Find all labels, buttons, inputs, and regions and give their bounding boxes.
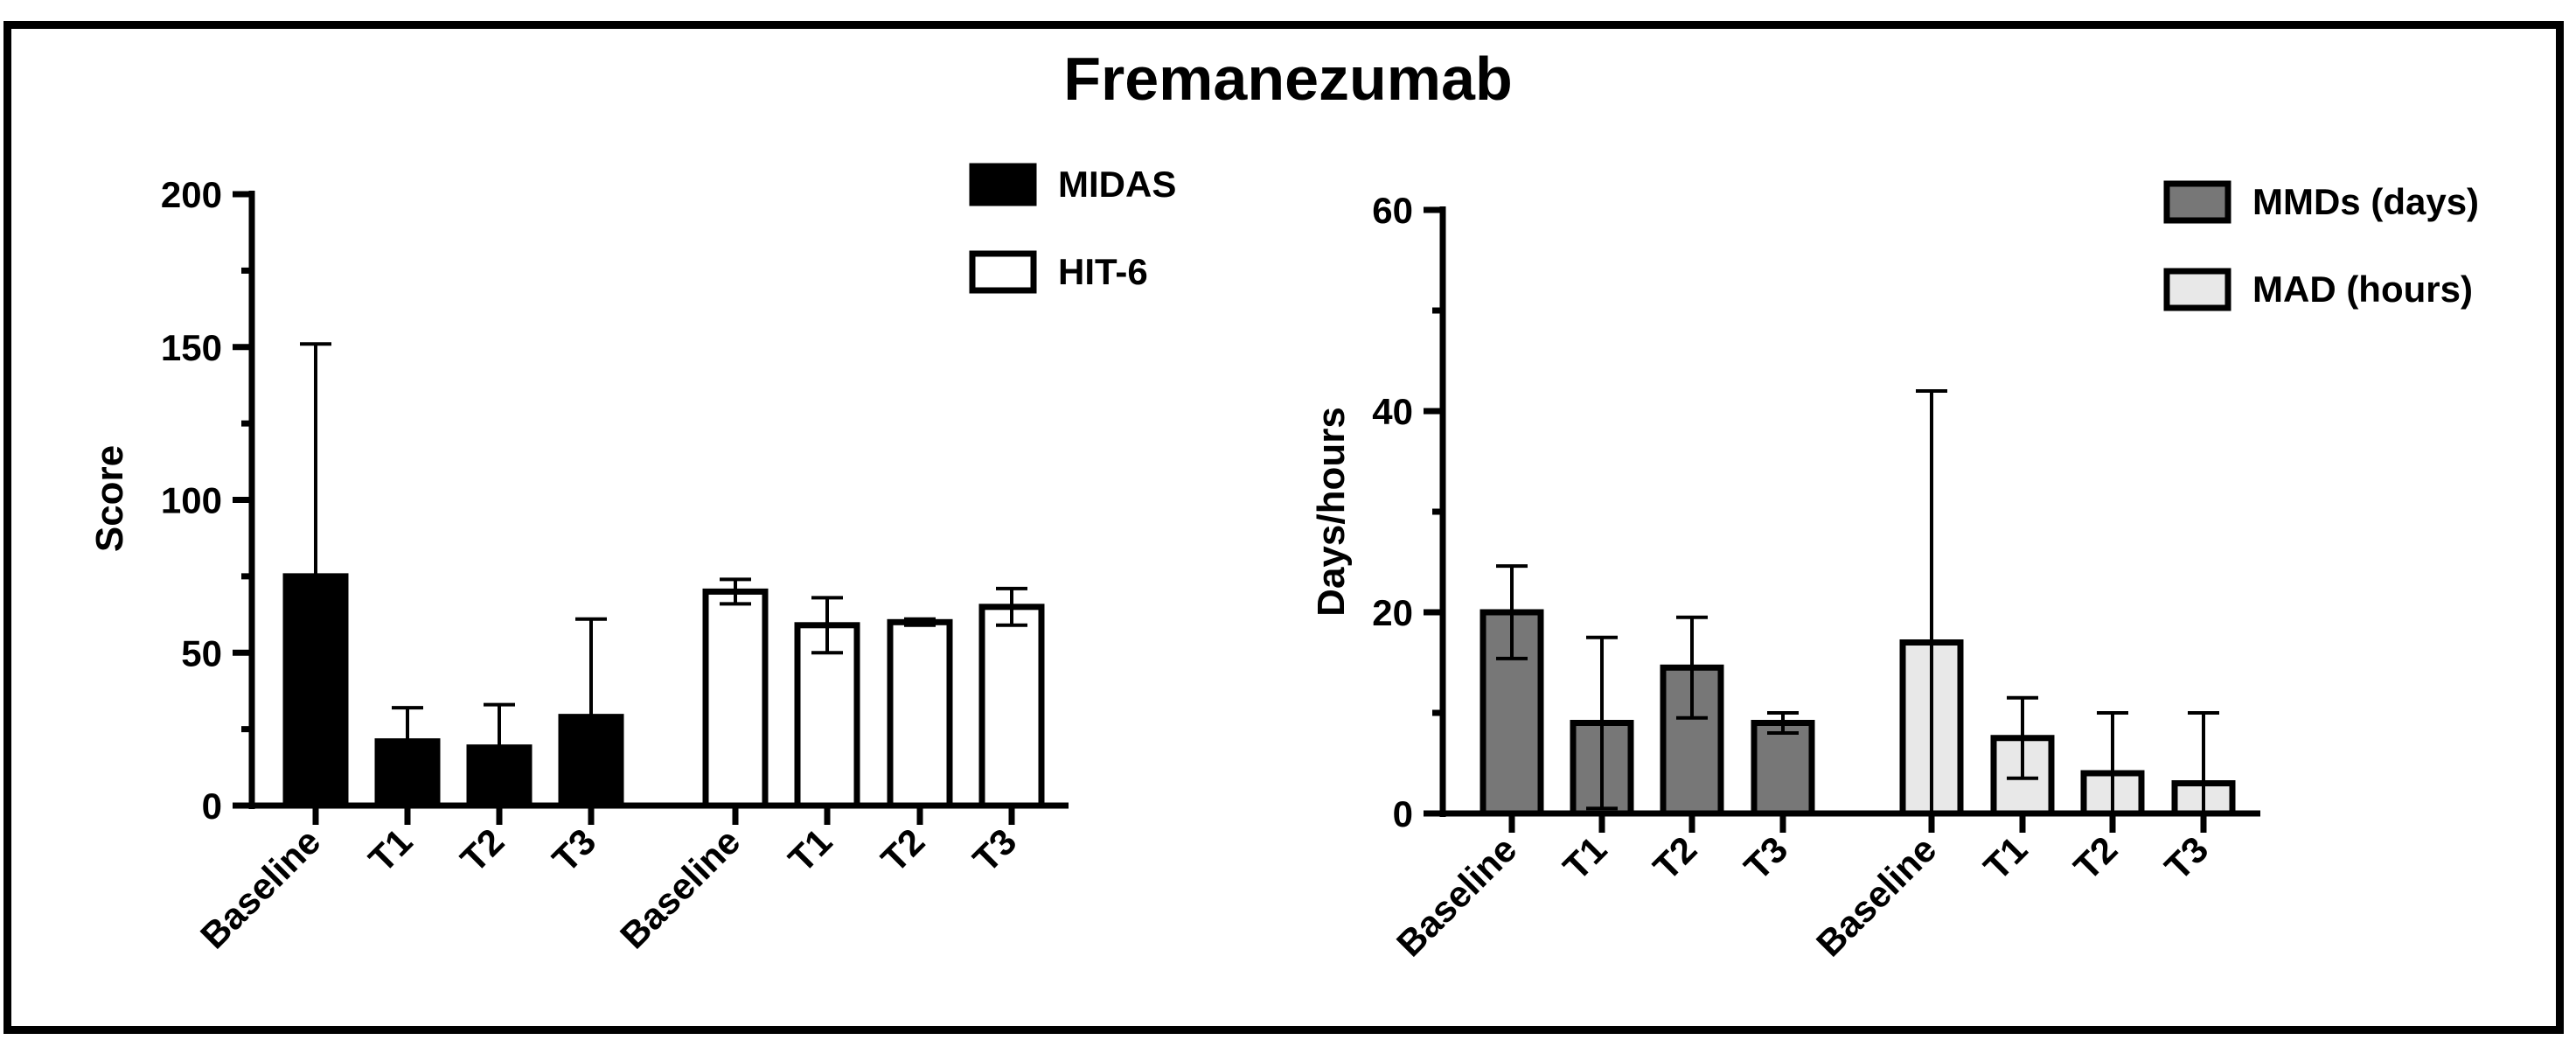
- chart1-y-tick-label: 0: [202, 785, 222, 827]
- chart1-bar: [887, 618, 953, 809]
- chart1-bar: [794, 622, 860, 809]
- chart2-x-tick-label: T1: [1555, 828, 1614, 888]
- chart1-x-tick-label: T1: [360, 820, 420, 880]
- chart2-x-tick-label: T3: [1736, 828, 1795, 888]
- chart1-y-tick-label: 150: [161, 327, 222, 368]
- chart1-x-tick-label: Baseline: [192, 820, 328, 956]
- chart2-y-axis-label: Days/hours: [1310, 407, 1353, 617]
- chart2-legend-swatch: [2163, 268, 2231, 311]
- chart2-x-tick-label: T2: [2065, 828, 2125, 888]
- chart2-x-tick-label: Baseline: [1808, 828, 1944, 964]
- chart1-x-tick-label: T3: [544, 820, 603, 880]
- chart2-legend-swatch: [2163, 180, 2231, 224]
- chart2-legend-label: MAD (hours): [2252, 269, 2473, 310]
- chart1-legend-swatch: [969, 250, 1037, 294]
- chart1-y-tick-label: 50: [181, 632, 222, 674]
- chart2-bar: [1751, 720, 1815, 817]
- chart1-bar: [702, 588, 769, 809]
- chart1-legend-label: MIDAS: [1058, 164, 1176, 205]
- chart2-x-tick-label: T1: [1975, 828, 2035, 888]
- chart2-y-tick-label: 40: [1372, 391, 1413, 432]
- chart2-x-tick-label: Baseline: [1389, 828, 1524, 964]
- chart2-x-tick-label: T2: [1645, 828, 1704, 888]
- chart1-y-axis-label: Score: [88, 445, 131, 552]
- chart2-x-tick-label: T3: [2156, 828, 2216, 888]
- chart1-bar: [978, 604, 1045, 809]
- chart2-y-tick-label: 60: [1372, 190, 1413, 231]
- chart1-legend-label: HIT-6: [1058, 251, 1148, 292]
- chart1-x-tick-label: T3: [964, 820, 1024, 880]
- chart2-legend-label: MMDs (days): [2252, 181, 2479, 222]
- chart1-x-tick-label: Baseline: [612, 820, 748, 956]
- figure-frame: [3, 21, 2564, 1034]
- chart1-x-tick-label: T1: [780, 820, 839, 880]
- figure-title: Fremanezumab: [1063, 45, 1513, 113]
- chart2-y-tick-label: 0: [1393, 793, 1413, 834]
- chart1-y-tick-label: 200: [161, 174, 222, 215]
- chart1-x-tick-label: T2: [452, 820, 512, 880]
- chart2-y-tick-label: 20: [1372, 592, 1413, 633]
- chart1-y-tick-label: 100: [161, 480, 222, 521]
- chart1-legend-swatch: [969, 163, 1037, 206]
- chart1-x-tick-label: T2: [873, 820, 932, 880]
